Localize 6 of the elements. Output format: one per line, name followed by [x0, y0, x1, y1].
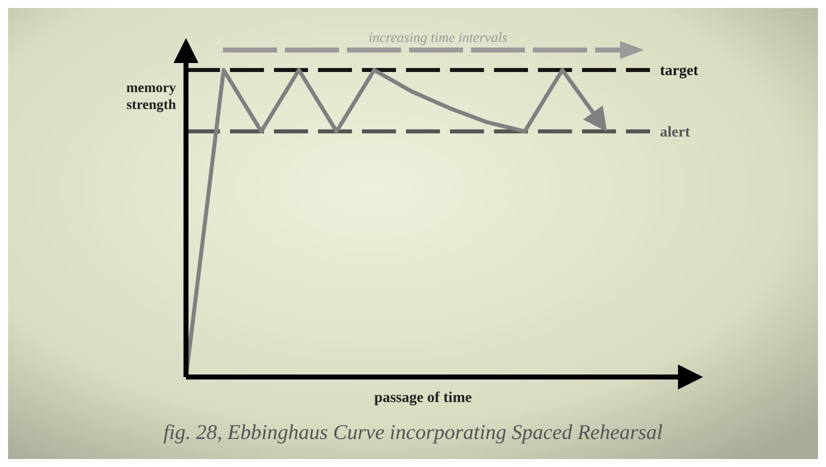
y-axis-title: memory strength: [126, 81, 176, 113]
text: fig. 28, Ebbinghaus Curve incorporating Spaced Rehearsal: [163, 420, 663, 444]
ref-line-label: alert: [660, 124, 690, 140]
text: increasing time intervals: [368, 31, 508, 46]
x-axis-title: passage of time: [374, 390, 472, 406]
ref-line-label: target: [660, 63, 698, 79]
